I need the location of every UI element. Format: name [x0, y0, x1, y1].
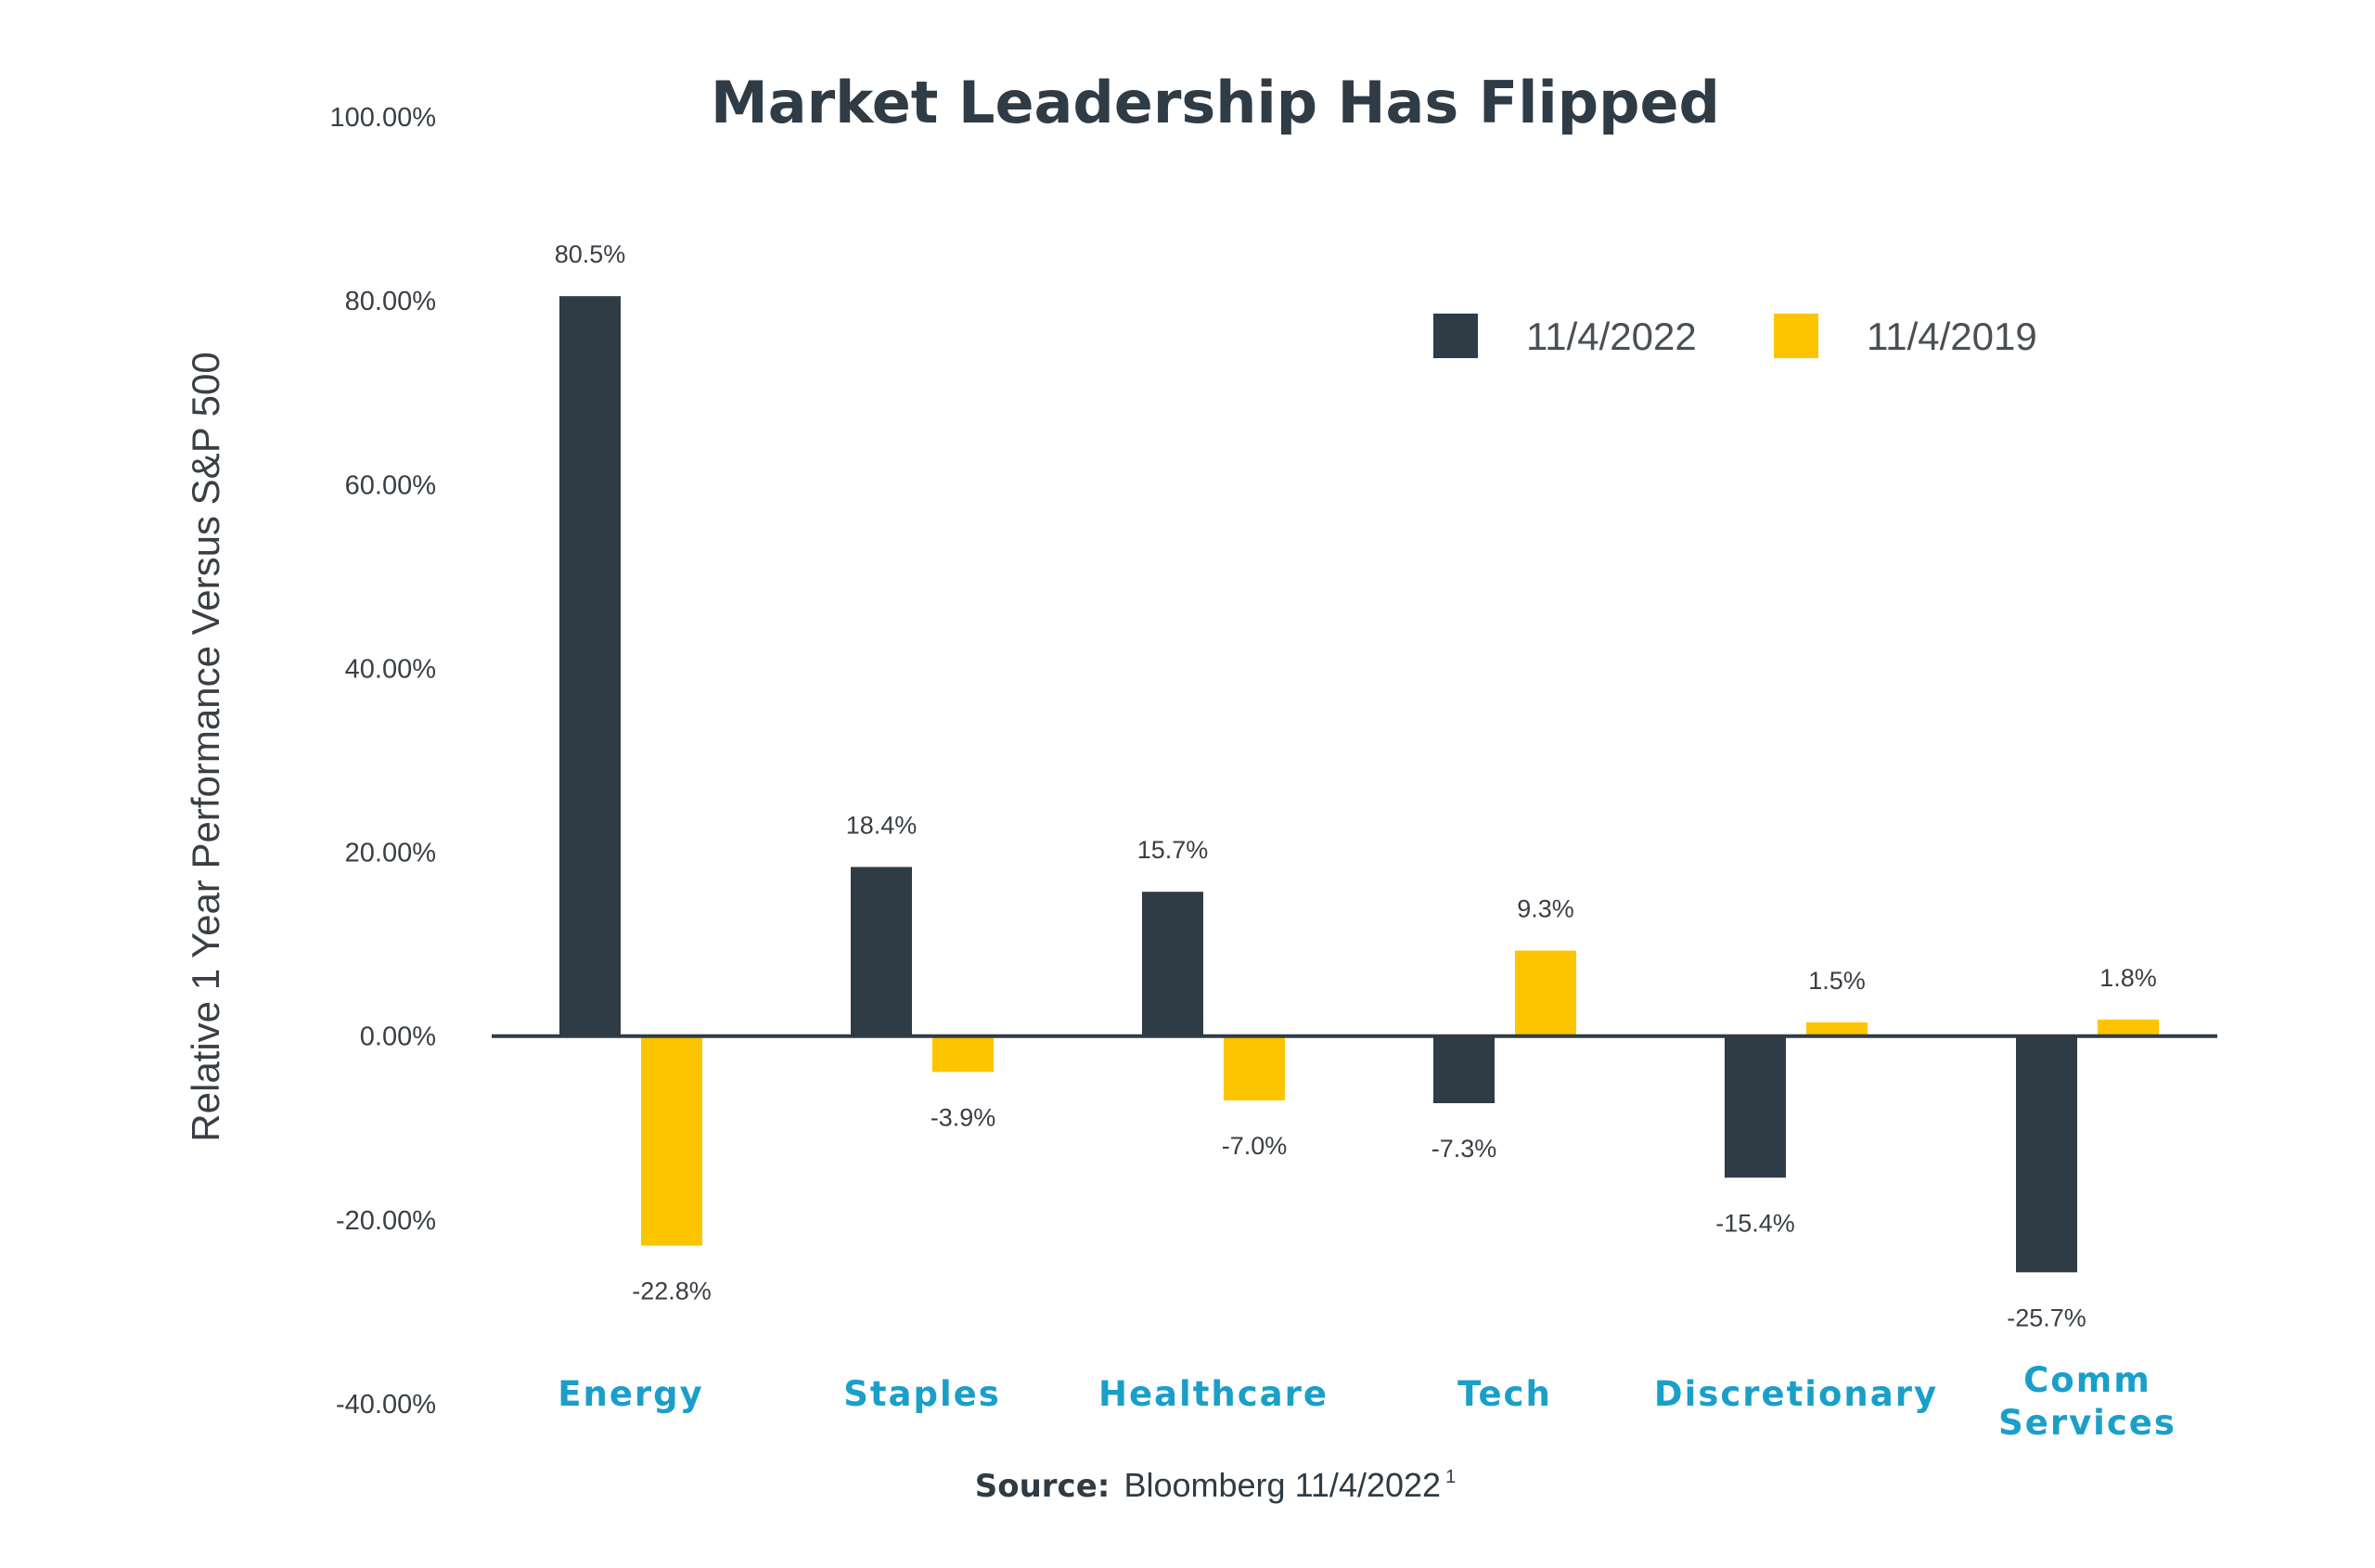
bar-series-2019 — [641, 1035, 702, 1246]
y-tick-label: 100.00% — [330, 103, 437, 133]
category-label: Comm Services — [1998, 1360, 2176, 1443]
data-labels: 80.5% -22.8% 18.4% -3.9% 15.7% -7.0% -7.3% 9.3%… — [555, 240, 2157, 1331]
bar-series-2019 — [1515, 950, 1576, 1036]
legend: 11/4/2022 11/4/2019 — [1433, 314, 2037, 358]
y-tick-label: 40.00% — [345, 654, 436, 684]
bar-value-label: -15.4% — [1715, 1209, 1795, 1237]
bar-series-2022 — [1433, 1035, 1495, 1104]
source-note: Source: Bloomberg 11/4/2022 1 — [975, 1466, 1457, 1505]
legend-label: 11/4/2019 — [1867, 315, 2037, 358]
y-axis-label: Relative 1 Year Performance Versus S&P 5… — [184, 352, 227, 1141]
y-tick-label: 0.00% — [360, 1022, 436, 1052]
y-tick-label: 60.00% — [345, 470, 436, 500]
legend-swatch — [1774, 314, 1818, 358]
category-label: Staples — [843, 1374, 1001, 1414]
bar-series-2019 — [2098, 1019, 2159, 1036]
bar-series-2019 — [1806, 1022, 1868, 1036]
bar-series-2022 — [2016, 1035, 2077, 1273]
bar-value-label: 18.4% — [846, 811, 918, 839]
bar-series-2019 — [1224, 1035, 1285, 1101]
bar-value-label: 1.5% — [1808, 967, 1866, 995]
chart-title: Market Leadership Has Flipped — [711, 69, 1720, 136]
source-text: Bloomberg 11/4/2022 — [1123, 1466, 1441, 1504]
bar-series-2022 — [1142, 892, 1203, 1036]
category-label: Tech — [1457, 1374, 1552, 1414]
y-axis-ticks: -40.00% -20.00% 0.00% 20.00% 40.00% 60.00% 80.… — [330, 103, 437, 1420]
source-label: Source: — [975, 1468, 1110, 1505]
category-labels: Energy Staples Healthcare Tech Discretionary… — [558, 1360, 2176, 1443]
y-tick-label: -40.00% — [336, 1390, 436, 1420]
legend-label: 11/4/2022 — [1526, 315, 1697, 358]
bar-value-label: -3.9% — [931, 1103, 996, 1131]
y-tick-label: 80.00% — [345, 287, 436, 316]
bar-series-2019 — [932, 1035, 994, 1073]
bar-value-label: -22.8% — [632, 1278, 712, 1305]
svg-text:Source: Bloomberg 11/4/2: Source: Bloomberg 11/4/2022 1 — [975, 1466, 1457, 1505]
y-tick-label: 20.00% — [345, 839, 436, 868]
bar-series-2022 — [851, 867, 912, 1036]
bar-value-label: 1.8% — [2099, 964, 2157, 992]
bar-value-label: 80.5% — [555, 240, 626, 268]
bar-value-label: 15.7% — [1137, 836, 1209, 864]
category-label: Discretionary — [1654, 1374, 1938, 1414]
bar-value-label: -7.0% — [1222, 1132, 1288, 1160]
bar-series-2022 — [1725, 1035, 1786, 1178]
legend-swatch — [1433, 314, 1478, 358]
bar-value-label: -7.3% — [1431, 1135, 1497, 1163]
bar-value-label: 9.3% — [1517, 895, 1574, 923]
bar-series-2022 — [559, 296, 621, 1036]
bar-value-label: -25.7% — [2007, 1304, 2086, 1331]
source-footnote: 1 — [1445, 1467, 1456, 1487]
y-tick-label: -20.00% — [336, 1206, 436, 1236]
bars — [559, 296, 2159, 1273]
category-label: Healthcare — [1098, 1374, 1329, 1414]
category-label: Energy — [558, 1374, 704, 1414]
